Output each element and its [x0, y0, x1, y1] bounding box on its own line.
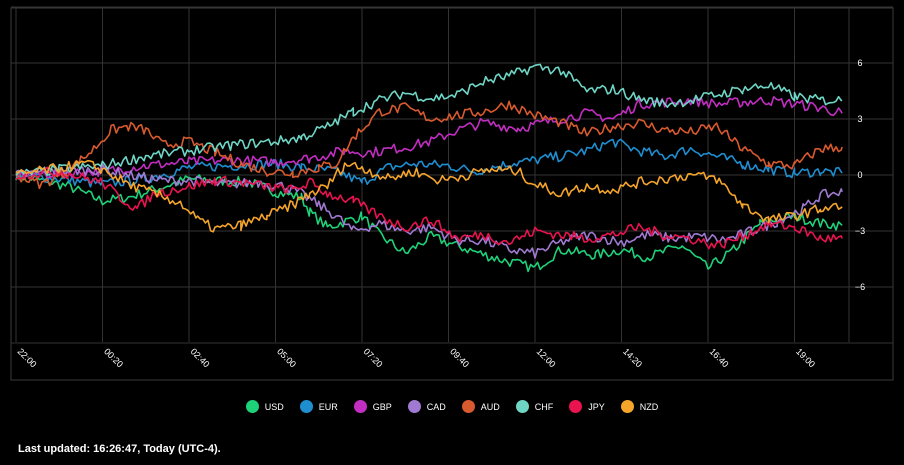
series-line-usd: [15, 170, 843, 273]
legend-label: EUR: [318, 401, 338, 412]
legend-swatch: [353, 400, 367, 413]
series-line-eur: [15, 138, 843, 188]
x-tick-label: 07:20: [362, 346, 385, 369]
y-tick-label: 6: [857, 58, 862, 68]
y-tick-label: 0: [857, 170, 862, 180]
series-line-aud: [15, 100, 843, 190]
x-tick-label: 19:00: [794, 346, 817, 369]
chart-frame: [10, 7, 894, 381]
legend: USD EUR GBP CAD AUD CHF JPY NZD: [0, 400, 904, 413]
x-axis-ticks: 22:00 00:20 02:40 05:00 07:20 09:40 12:00 14:20…: [16, 346, 818, 369]
x-tick-label: 14:20: [621, 346, 644, 369]
y-tick-label: −6: [855, 282, 865, 292]
series-line-cad: [15, 163, 843, 259]
y-tick-label: 3: [857, 114, 862, 124]
legend-item-nzd[interactable]: NZD: [620, 400, 659, 413]
legend-item-eur[interactable]: EUR: [299, 400, 338, 413]
legend-item-usd[interactable]: USD: [245, 400, 284, 413]
series-line-nzd: [15, 159, 843, 233]
x-tick-label: 22:00: [16, 346, 39, 369]
legend-item-cad[interactable]: CAD: [407, 400, 446, 413]
legend-label: USD: [264, 401, 284, 412]
series-line-jpy: [15, 166, 843, 250]
last-updated-label: Last updated: 16:26:47, Today (UTC-4).: [18, 443, 221, 455]
legend-item-chf[interactable]: CHF: [515, 400, 554, 413]
legend-item-aud[interactable]: AUD: [461, 400, 500, 413]
legend-swatch: [245, 400, 259, 413]
x-tick-label: 16:40: [708, 346, 731, 369]
grid: [11, 6, 893, 344]
legend-label: CHF: [534, 401, 554, 412]
legend-label: AUD: [480, 401, 500, 412]
series-lines: [15, 63, 843, 273]
x-tick-label: 05:00: [275, 346, 298, 369]
legend-swatch: [569, 400, 583, 413]
y-axis-ticks: 6 3 0 −3 −6: [855, 58, 865, 292]
currency-strength-chart: 6 3 0 −3 −6 22:00 00:20 02:40 05:00 07:20 09:40 12…: [10, 6, 894, 381]
legend-swatch: [461, 400, 475, 413]
y-tick-label: −3: [855, 226, 865, 236]
x-tick-label: 12:00: [535, 346, 558, 369]
legend-label: CAD: [426, 401, 446, 412]
legend-swatch: [299, 400, 313, 413]
series-line-chf: [15, 63, 843, 176]
legend-label: GBP: [372, 401, 392, 412]
x-tick-label: 00:20: [102, 346, 125, 369]
legend-label: JPY: [588, 401, 605, 412]
series-line-gbp: [15, 95, 843, 180]
x-tick-label: 09:40: [448, 346, 471, 369]
legend-item-gbp[interactable]: GBP: [353, 400, 392, 413]
legend-swatch: [620, 400, 634, 413]
legend-swatch: [407, 400, 421, 413]
legend-label: NZD: [639, 401, 659, 412]
legend-swatch: [515, 400, 529, 413]
last-updated-text: Last updated: 16:26:47, Today (UTC-4).: [18, 443, 221, 455]
x-tick-label: 02:40: [189, 346, 212, 369]
legend-item-jpy[interactable]: JPY: [569, 400, 605, 413]
